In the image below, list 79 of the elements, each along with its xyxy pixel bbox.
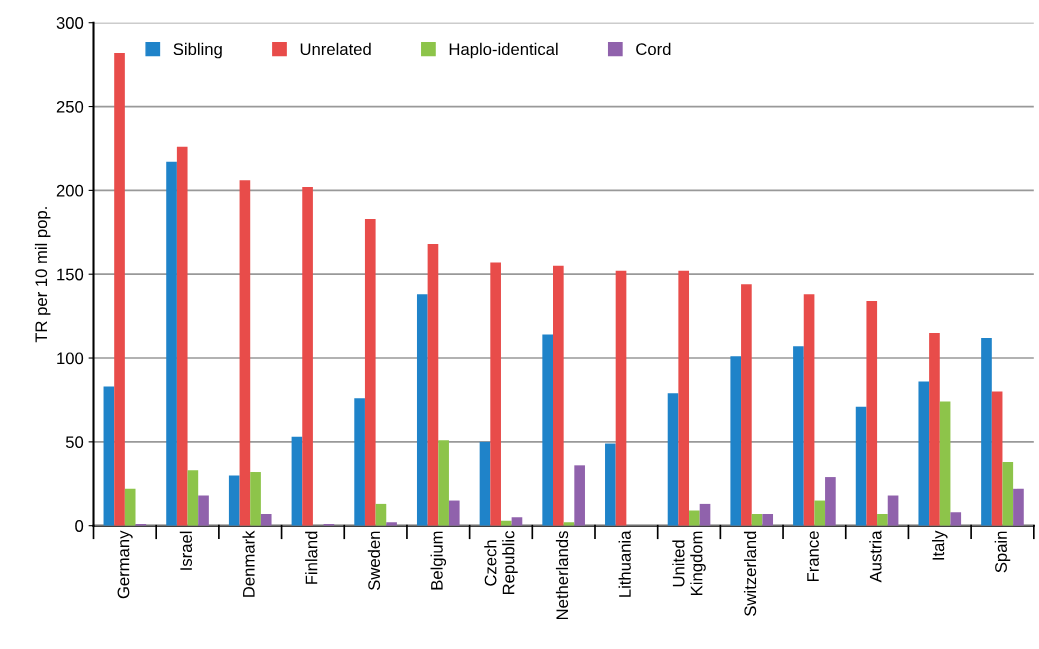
bar [250, 472, 261, 526]
bar [386, 522, 397, 526]
bar [176, 146, 188, 526]
bar [1002, 461, 1014, 526]
bar [542, 334, 553, 526]
x-tick-label: Netherlands [555, 531, 569, 620]
bar [605, 443, 616, 526]
bar [981, 337, 992, 526]
bar [479, 441, 491, 526]
x-tick-label: Italy [932, 530, 948, 560]
x-tick-label: Germany [117, 530, 133, 599]
y-tick-label: 100 [57, 352, 84, 365]
x-tick-label: Israel [179, 531, 193, 570]
x-tick-label: Czech Republic [484, 530, 518, 595]
y-tick-label: 150 [57, 268, 84, 281]
bar [239, 180, 251, 526]
legend-label: Unrelated [300, 42, 371, 56]
y-tick-label: 50 [65, 436, 84, 449]
x-tick-label: Lithuania [618, 530, 631, 597]
bar [929, 332, 940, 526]
bar [678, 270, 690, 526]
y-tick-label: 0 [75, 520, 84, 532]
bar [166, 161, 177, 526]
bar [375, 503, 387, 526]
bar [553, 265, 564, 526]
bar [302, 187, 313, 526]
bar [814, 500, 826, 526]
x-tick-label: Spain [994, 531, 1011, 573]
bar [730, 356, 742, 526]
bar [689, 510, 700, 526]
bar [198, 495, 209, 526]
bar [574, 465, 585, 526]
x-tick-label: Sweden [367, 531, 381, 591]
bar [667, 393, 679, 526]
legend-label: Cord [636, 42, 671, 56]
bar [427, 244, 439, 526]
bar [615, 270, 627, 526]
x-tick-label: United Kingdom [672, 531, 706, 595]
y-axis-title: TR per 10 mil pop. [34, 207, 51, 343]
bar [354, 398, 365, 526]
y-tick-label: 200 [56, 184, 84, 197]
bar [699, 503, 711, 526]
bar [364, 218, 376, 526]
bar [124, 488, 136, 526]
bar [114, 52, 125, 526]
x-tick-label: Denmark [242, 530, 255, 597]
x-tick-label: Austria [869, 530, 882, 583]
x-tick-label: Switzerland [743, 531, 757, 616]
bar [416, 294, 428, 526]
bar [511, 517, 523, 526]
bar [741, 284, 752, 526]
bar [950, 512, 962, 526]
legend-label: Sibling [173, 42, 222, 59]
bar [1013, 488, 1024, 526]
bar [825, 477, 836, 526]
y-tick-label: 300 [56, 17, 84, 29]
bar [793, 346, 804, 526]
bar [855, 406, 867, 526]
bar [991, 391, 1003, 526]
bar [291, 436, 303, 526]
bar [866, 301, 878, 526]
bar [228, 475, 240, 526]
bar [490, 262, 501, 526]
y-tick-label: 250 [56, 100, 84, 113]
x-tick-label: Finland [305, 531, 318, 584]
x-tick-label: France [807, 531, 819, 582]
bar [260, 513, 272, 526]
bar [887, 495, 899, 526]
bar [438, 440, 449, 526]
x-tick-label: Belgium [430, 531, 447, 590]
bar [762, 513, 774, 526]
bar [187, 470, 199, 526]
bar [103, 386, 115, 526]
bar [939, 401, 951, 526]
bar [448, 500, 460, 526]
bar [877, 513, 888, 526]
bar [803, 294, 815, 526]
legend-label: Haplo-identical [449, 42, 558, 59]
bar [918, 381, 930, 526]
